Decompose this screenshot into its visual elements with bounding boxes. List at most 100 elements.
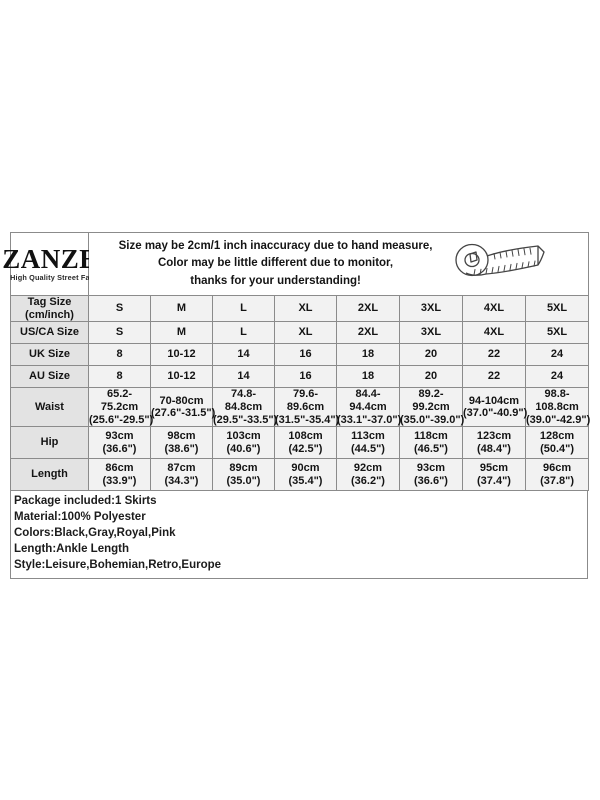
value-cm: 90cm: [291, 462, 320, 475]
value-cm: 98cm: [167, 430, 196, 443]
size-chart-table: ZANZEA ® High Quality Street Fashion Siz…: [2, 232, 590, 492]
value-cm: 86cm: [105, 462, 134, 475]
value-cm: 113cm: [351, 430, 385, 443]
value-inch: (29.5"-33.5"): [213, 413, 278, 426]
cell-au-3xl: 20: [399, 365, 463, 389]
value-cm: 98.8-108.8cm: [535, 388, 579, 413]
cell-length-l: 89cm (35.0"): [212, 458, 275, 492]
cell-au-4xl: 22: [462, 365, 526, 389]
chart-header-row: ZANZEA ® High Quality Street Fashion Siz…: [2, 232, 590, 296]
value-inch: (35.0"): [226, 474, 261, 487]
cell-tag-size-xl: XL: [274, 294, 337, 323]
cell-hip-l: 103cm (40.6"): [212, 426, 275, 460]
value-inch: (35.4"): [288, 474, 323, 487]
description-style: Style:Leisure,Bohemian,Retro,Europe: [14, 558, 222, 571]
cell-tag-size-l: L: [212, 294, 275, 323]
cell-length-3xl: 93cm (36.6"): [399, 458, 463, 492]
notice-line-2: Color may be little different due to mon…: [157, 257, 394, 270]
table-row: UK Size 8 10-12 14 16 18 20 22 24: [10, 343, 590, 367]
cell-au-l: 14: [212, 365, 275, 389]
cell-length-s: 86cm (33.9"): [88, 458, 151, 492]
cell-uk-3xl: 20: [399, 343, 463, 367]
cell-waist-4xl: 94-104cm (37.0"-40.9"): [462, 387, 528, 428]
row-label-tag-size: Tag Size (cm/inch): [10, 294, 89, 323]
value-cm: 103cm: [226, 430, 261, 443]
row-label-hip: Hip: [10, 426, 89, 460]
value-inch: (36.2"): [351, 474, 385, 487]
row-label-uk-size: UK Size: [10, 343, 89, 367]
value-cm: 95cm: [479, 462, 509, 475]
description-colors: Colors:Black,Gray,Royal,Pink: [14, 526, 176, 539]
cell-tag-size-2xl: 2XL: [336, 294, 400, 323]
value-inch: (50.4"): [540, 442, 575, 455]
value-inch: (48.4"): [477, 442, 511, 455]
description-material: Material:100% Polyester: [14, 511, 146, 524]
cell-uk-5xl: 24: [524, 343, 590, 367]
cell-us-ca-s: S: [88, 321, 151, 345]
cell-hip-s: 93cm (36.6"): [88, 426, 151, 460]
value-cm: 123cm: [476, 430, 512, 443]
value-inch: (46.5"): [414, 442, 448, 455]
value-cm: 93cm: [105, 430, 134, 443]
product-description-block: Package included:1 Skirts Material:100% …: [10, 491, 588, 579]
cell-waist-5xl: 98.8-108.8cm (39.0"-42.9"): [524, 387, 590, 428]
table-row: Waist 65.2-75.2cm (25.6"-29.5") 70-80cm …: [10, 387, 590, 428]
cell-waist-l: 74.8-84.8cm (29.5"-33.5"): [212, 387, 278, 428]
value-inch: (31.5"-35.4"): [275, 413, 340, 426]
value-inch: (35.0"-39.0"): [400, 413, 465, 426]
value-inch: (27.6"-31.5"): [151, 407, 216, 420]
table-row: Tag Size (cm/inch) S M L XL 2XL 3XL 4XL …: [10, 294, 590, 323]
woman-silhouette-icon: [0, 244, 1, 284]
value-inch: (36.6"): [102, 442, 137, 455]
cell-uk-4xl: 22: [462, 343, 526, 367]
brand-tagline: High Quality Street Fashion: [10, 273, 110, 283]
cell-hip-xl: 108cm (42.5"): [274, 426, 337, 460]
cell-length-m: 87cm (34.3"): [150, 458, 213, 492]
cell-au-5xl: 24: [524, 365, 590, 389]
table-row: US/CA Size S M L XL 2XL 3XL 4XL 5XL: [10, 321, 590, 345]
cell-uk-2xl: 18: [336, 343, 400, 367]
value-cm: 118cm: [414, 430, 448, 443]
cell-hip-4xl: 123cm (48.4"): [462, 426, 526, 460]
cell-hip-m: 98cm (38.6"): [150, 426, 213, 460]
value-inch: (34.3"): [164, 474, 199, 487]
value-cm: 92cm: [353, 462, 383, 475]
cell-uk-l: 14: [212, 343, 275, 367]
cell-tag-size-s: S: [88, 294, 151, 323]
value-cm: 89.2-99.2cm: [412, 388, 450, 413]
cell-us-ca-2xl: 2XL: [336, 321, 400, 345]
cell-hip-2xl: 113cm (44.5"): [336, 426, 400, 460]
cell-waist-m: 70-80cm (27.6"-31.5"): [150, 387, 216, 428]
cell-waist-xl: 79.6-89.6cm (31.5"-35.4"): [274, 387, 340, 428]
row-label-length: Length: [10, 458, 89, 492]
measuring-tape-icon: [455, 243, 546, 277]
cell-length-5xl: 96cm (37.8"): [524, 458, 590, 492]
cell-us-ca-m: M: [150, 321, 213, 345]
value-inch: (37.0"-40.9"): [463, 407, 528, 420]
value-inch: (38.6"): [164, 442, 199, 455]
description-package-included: Package included:1 Skirts: [14, 495, 157, 508]
row-label-text: Tag Size: [27, 296, 72, 308]
value-inch: (36.6"): [414, 474, 448, 487]
row-label-sub: (cm/inch): [25, 308, 74, 321]
value-cm: 94-104cm: [468, 394, 520, 407]
value-inch: (42.5"): [288, 442, 323, 455]
value-cm: 65.2-75.2cm: [100, 388, 139, 413]
cell-uk-s: 8: [88, 343, 151, 367]
cell-us-ca-5xl: 5XL: [524, 321, 590, 345]
value-inch: (40.6"): [226, 442, 261, 455]
cell-length-2xl: 92cm (36.2"): [336, 458, 400, 492]
cell-us-ca-4xl: 4XL: [462, 321, 526, 345]
notice-line-3: thanks for your understanding!: [190, 274, 361, 287]
cell-tag-size-4xl: 4XL: [462, 294, 526, 323]
row-label-waist: Waist: [10, 387, 89, 428]
value-cm: 74.8-84.8cm: [224, 388, 263, 413]
value-cm: 93cm: [416, 462, 446, 475]
value-inch: (37.4"): [477, 474, 511, 487]
table-row: AU Size 8 10-12 14 16 18 20 22 24: [10, 365, 590, 389]
cell-au-s: 8: [88, 365, 151, 389]
cell-length-xl: 90cm (35.4"): [274, 458, 337, 492]
cell-hip-5xl: 128cm (50.4"): [524, 426, 590, 460]
measurement-notice: Size may be 2cm/1 inch inaccuracy due to…: [119, 238, 433, 290]
value-inch: (33.9"): [102, 474, 137, 487]
